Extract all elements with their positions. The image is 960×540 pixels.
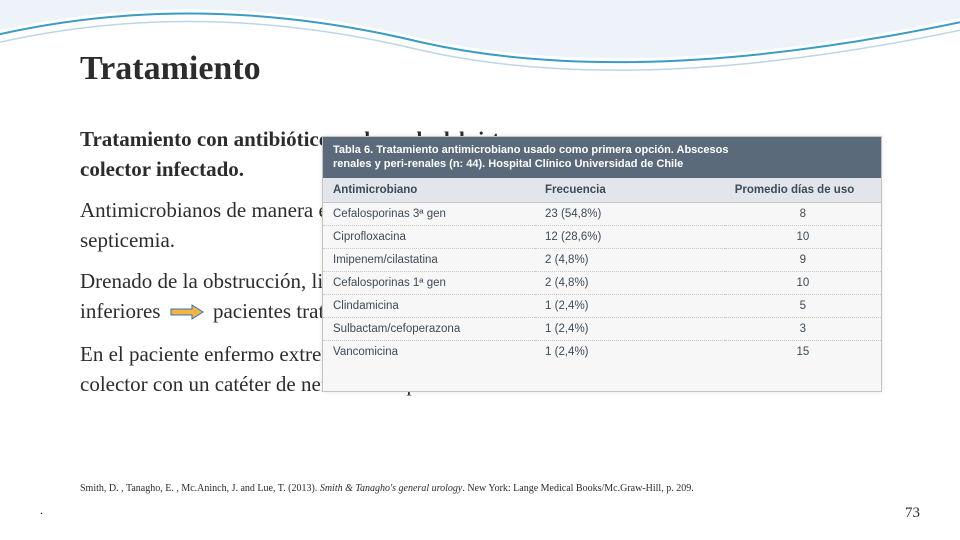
cell-promedio: 9 [725, 248, 881, 271]
cell-antimicrobiano: Cefalosporinas 3ª gen [323, 202, 535, 225]
cell-frecuencia: 2 (4,8%) [535, 271, 725, 294]
table-row: Sulbactam/cefoperazona1 (2,4%)3 [323, 317, 881, 340]
table-row: Vancomicina1 (2,4%)15 [323, 340, 881, 363]
cell-frecuencia: 12 (28,6%) [535, 225, 725, 248]
cell-frecuencia: 2 (4,8%) [535, 248, 725, 271]
col-promedio: Promedio días de uso [725, 178, 881, 203]
p1-line2: colector infectado. [80, 157, 244, 181]
cell-promedio: 5 [725, 294, 881, 317]
table-title-line2: renales y peri-renales (n: 44). Hospital… [333, 158, 683, 170]
cell-antimicrobiano: Cefalosporinas 1ª gen [323, 271, 535, 294]
table-title-line1: Tabla 6. Tratamiento antimicrobiano usad… [333, 144, 728, 156]
page-number: 73 [905, 505, 920, 522]
cell-promedio: 8 [725, 202, 881, 225]
table-row: Imipenem/cilastatina2 (4,8%)9 [323, 248, 881, 271]
arrow-icon [170, 298, 204, 328]
citation-title: Smith & Tanagho's general urology [320, 483, 463, 494]
table-title: Tabla 6. Tratamiento antimicrobiano usad… [323, 137, 881, 178]
cell-promedio: 3 [725, 317, 881, 340]
cell-antimicrobiano: Vancomicina [323, 340, 535, 363]
cell-frecuencia: 1 (2,4%) [535, 317, 725, 340]
cell-promedio: 15 [725, 340, 881, 363]
col-antimicrobiano: Antimicrobiano [323, 178, 535, 203]
p3-prefix: inferiores [80, 299, 160, 323]
cell-frecuencia: 1 (2,4%) [535, 294, 725, 317]
cell-frecuencia: 23 (54,8%) [535, 202, 725, 225]
col-frecuencia: Frecuencia [535, 178, 725, 203]
cell-antimicrobiano: Clindamicina [323, 294, 535, 317]
table-row: Cefalosporinas 3ª gen23 (54,8%)8 [323, 202, 881, 225]
antimicrobial-table-card: Tabla 6. Tratamiento antimicrobiano usad… [322, 136, 882, 392]
cell-promedio: 10 [725, 225, 881, 248]
cell-frecuencia: 1 (2,4%) [535, 340, 725, 363]
cell-antimicrobiano: Ciprofloxacina [323, 225, 535, 248]
citation-rest: . New York: Lange Medical Books/Mc.Graw-… [462, 483, 693, 494]
cell-antimicrobiano: Sulbactam/cefoperazona [323, 317, 535, 340]
cell-promedio: 10 [725, 271, 881, 294]
p2-line2: septicemia. [80, 228, 175, 252]
table-row: Clindamicina1 (2,4%)5 [323, 294, 881, 317]
citation-authors: Smith, D. , Tanagho, E. , Mc.Aninch, J. … [80, 483, 320, 494]
table-row: Cefalosporinas 1ª gen2 (4,8%)10 [323, 271, 881, 294]
slide-title: Tratamiento [80, 50, 900, 88]
table-row: Ciprofloxacina12 (28,6%)10 [323, 225, 881, 248]
citation: Smith, D. , Tanagho, E. , Mc.Aninch, J. … [80, 483, 900, 494]
footer-dot: . [40, 503, 43, 518]
antimicrobial-table: Antimicrobiano Frecuencia Promedio días … [323, 178, 881, 363]
cell-antimicrobiano: Imipenem/cilastatina [323, 248, 535, 271]
table-header-row: Antimicrobiano Frecuencia Promedio días … [323, 178, 881, 203]
